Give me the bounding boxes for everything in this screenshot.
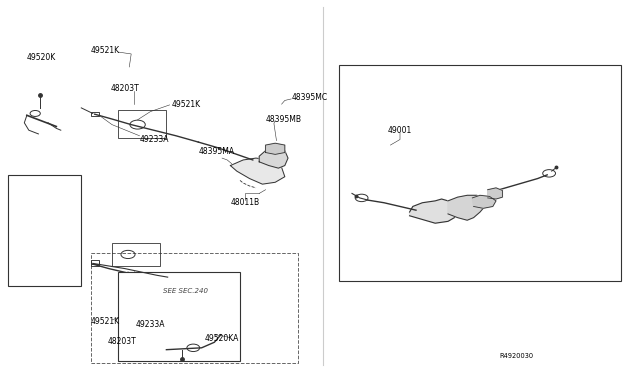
Bar: [118, 110, 166, 138]
Bar: [91, 260, 99, 264]
Bar: [339, 65, 621, 281]
Polygon shape: [410, 199, 458, 223]
Bar: [91, 112, 99, 116]
Polygon shape: [230, 158, 285, 184]
Text: SEE SEC.240: SEE SEC.240: [163, 288, 208, 294]
Bar: [91, 261, 99, 266]
Polygon shape: [448, 195, 486, 220]
Polygon shape: [488, 188, 502, 199]
Text: 48203T: 48203T: [108, 337, 136, 346]
Text: 48395MB: 48395MB: [266, 115, 301, 124]
Bar: [8, 175, 81, 286]
Text: 49521K: 49521K: [91, 46, 120, 55]
Text: 49520K: 49520K: [27, 53, 56, 62]
Text: 48203T: 48203T: [111, 84, 139, 93]
Text: 49001: 49001: [388, 126, 412, 135]
Bar: [118, 272, 240, 361]
Text: 49233A: 49233A: [140, 135, 169, 144]
Text: 48395MA: 48395MA: [198, 147, 234, 156]
Text: 48011B: 48011B: [230, 198, 260, 207]
Bar: [112, 243, 160, 266]
Polygon shape: [259, 149, 288, 168]
Text: 49521K: 49521K: [172, 100, 201, 109]
Text: 48395MC: 48395MC: [291, 93, 327, 102]
Text: 49521K: 49521K: [91, 317, 120, 326]
Text: 49520KA: 49520KA: [205, 334, 239, 343]
Text: 49233A: 49233A: [136, 320, 165, 329]
Polygon shape: [266, 143, 285, 154]
Text: R4920030: R4920030: [499, 353, 533, 359]
Polygon shape: [472, 195, 496, 208]
